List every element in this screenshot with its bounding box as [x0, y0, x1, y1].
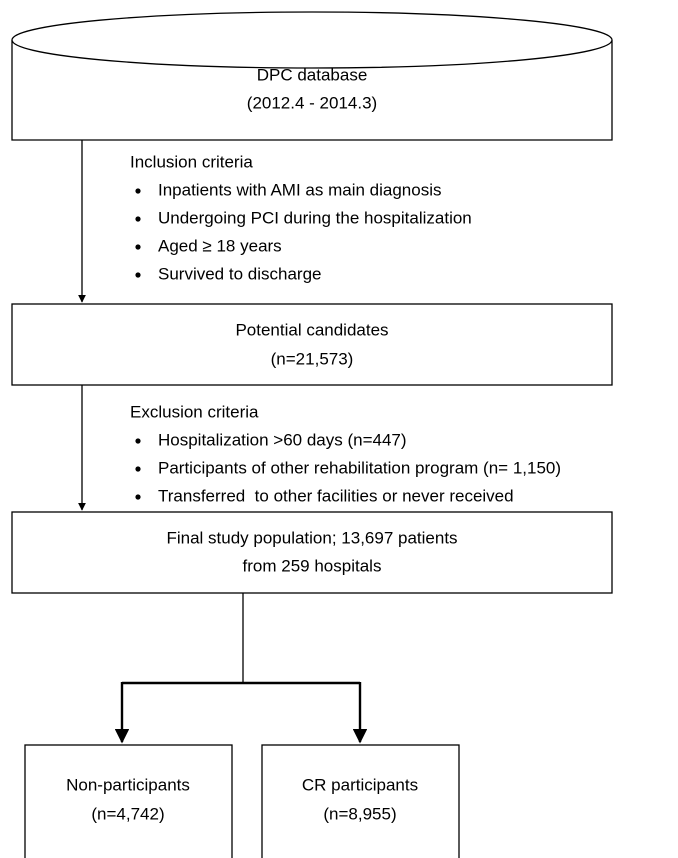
node-text: Potential candidates	[235, 320, 388, 339]
node-text: (n=8,955)	[323, 804, 396, 823]
node-text: (2012.4 - 2014.3)	[247, 93, 377, 112]
bullet	[135, 272, 141, 278]
box	[24, 744, 233, 858]
criteria-item: Undergoing PCI during the hospitalizatio…	[158, 208, 472, 227]
box	[261, 744, 460, 858]
bullet	[135, 188, 141, 194]
criteria-item: Survived to discharge	[158, 264, 321, 283]
bullet	[135, 216, 141, 222]
bullet	[135, 494, 141, 500]
criteria-title: Inclusion criteria	[130, 152, 253, 171]
node-text: (n=21,573)	[271, 349, 354, 368]
node-text: Final study population; 13,697 patients	[166, 528, 457, 547]
node-text: (n=4,742)	[91, 804, 164, 823]
bullet	[135, 244, 141, 250]
inclusion-criteria: Inclusion criteria Inpatients with AMI as…	[130, 152, 472, 283]
criteria-item: Transferred to other facilities or never…	[158, 486, 514, 505]
database-top	[11, 11, 613, 69]
criteria-item: Hospitalization >60 days (n=447)	[158, 430, 407, 449]
criteria-item: Aged ≥ 18 years	[158, 236, 282, 255]
node-text: CR participants	[302, 775, 418, 794]
bullet	[135, 466, 141, 472]
box	[11, 303, 613, 386]
database-body	[11, 40, 613, 141]
criteria-item: Inpatients with AMI as main diagnosis	[158, 180, 441, 199]
node-text: from 259 hospitals	[243, 556, 382, 575]
bullet	[135, 438, 141, 444]
node-text: Non-participants	[66, 775, 190, 794]
criteria-title: Exclusion criteria	[130, 402, 259, 421]
criteria-item: Participants of other rehabilitation pro…	[158, 458, 561, 477]
box	[11, 511, 613, 594]
node-text: DPC database	[257, 65, 368, 84]
